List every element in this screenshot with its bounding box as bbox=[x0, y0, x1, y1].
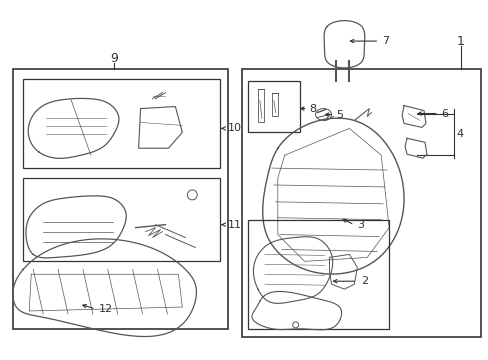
Text: 6: 6 bbox=[440, 108, 447, 118]
Text: 5: 5 bbox=[336, 109, 343, 120]
Text: 12: 12 bbox=[99, 304, 113, 314]
Text: 4: 4 bbox=[456, 129, 463, 139]
Text: 9: 9 bbox=[110, 53, 118, 66]
Text: 8: 8 bbox=[309, 104, 316, 113]
Text: 3: 3 bbox=[357, 220, 364, 230]
Text: 10: 10 bbox=[227, 123, 242, 134]
Text: 2: 2 bbox=[361, 276, 367, 286]
Text: 11: 11 bbox=[227, 220, 242, 230]
Text: 1: 1 bbox=[456, 35, 464, 48]
Text: 7: 7 bbox=[382, 36, 388, 46]
